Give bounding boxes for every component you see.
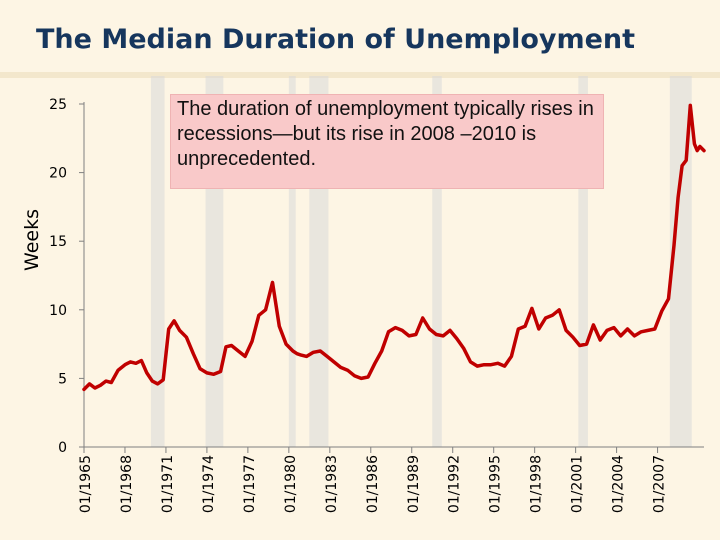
- x-tick-label: 01/1977: [242, 455, 258, 513]
- recession-band: [432, 76, 442, 447]
- y-tick-label: 0: [58, 440, 67, 456]
- x-axis-ticks: 01/1965 01/1968 01/1971 01/1974 01/1977 01/19…: [78, 447, 668, 513]
- y-tick-label: 5: [58, 371, 67, 387]
- x-tick-label: 01/1980: [283, 455, 299, 513]
- x-tick-label: 01/1965: [78, 455, 94, 513]
- x-tick-label: 01/1992: [447, 455, 463, 513]
- y-axis-label: Weeks: [21, 209, 43, 271]
- x-tick-label: 01/1971: [160, 455, 176, 513]
- x-tick-label: 01/1974: [201, 455, 217, 513]
- x-tick-label: 01/2007: [652, 455, 668, 513]
- y-tick-label: 20: [49, 166, 67, 182]
- recession-band: [150, 76, 165, 447]
- x-tick-label: 01/1983: [324, 455, 340, 513]
- chart-title: The Median Duration of Unemployment: [36, 24, 636, 55]
- series-group: [82, 103, 706, 392]
- x-tick-label: 01/1986: [365, 455, 381, 513]
- y-tick-label: 10: [49, 303, 67, 319]
- recession-band: [288, 76, 296, 447]
- annotation-callout: The duration of unemployment typically r…: [170, 94, 604, 189]
- title-divider: [0, 72, 720, 78]
- x-tick-label: 01/1995: [488, 455, 504, 513]
- x-tick-label: 01/1989: [406, 455, 422, 513]
- x-tick-label: 01/2001: [570, 455, 586, 513]
- x-tick-label: 01/1998: [529, 455, 545, 513]
- recession-band: [578, 76, 588, 447]
- recession-band: [669, 76, 692, 447]
- series-line: [82, 103, 706, 392]
- x-tick-label: 01/2004: [611, 455, 627, 513]
- y-tick-label: 15: [49, 234, 67, 250]
- y-axis-ticks: 0 5 10 15 20 25: [49, 97, 84, 456]
- x-tick-label: 01/1968: [119, 455, 135, 513]
- y-tick-label: 25: [49, 97, 67, 113]
